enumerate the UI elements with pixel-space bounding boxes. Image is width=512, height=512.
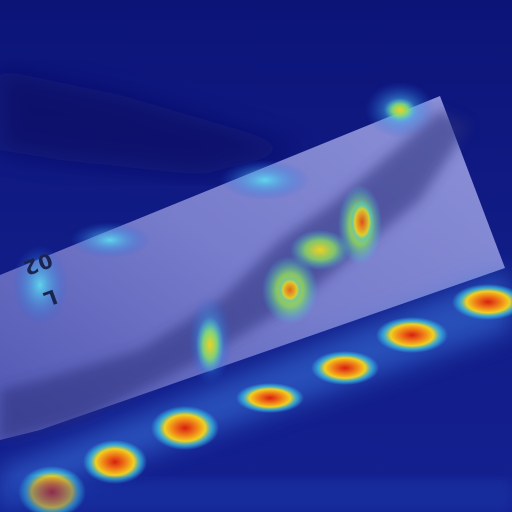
heat-spot-warm	[384, 98, 416, 122]
heat-spot-warm	[290, 230, 350, 270]
heat-spot-cool	[70, 222, 150, 258]
heat-spot-cool	[220, 160, 310, 200]
heat-spot-hot	[83, 440, 147, 484]
heat-spot-hot	[350, 200, 374, 244]
heat-spot-hot	[376, 317, 448, 353]
bottom-glow	[0, 480, 512, 512]
heat-spot-hot	[236, 383, 304, 413]
heat-spot-hot	[278, 276, 302, 304]
heat-spot-hot	[151, 406, 219, 450]
heat-spot-warm	[196, 317, 224, 373]
heat-spot-hot	[311, 351, 379, 385]
